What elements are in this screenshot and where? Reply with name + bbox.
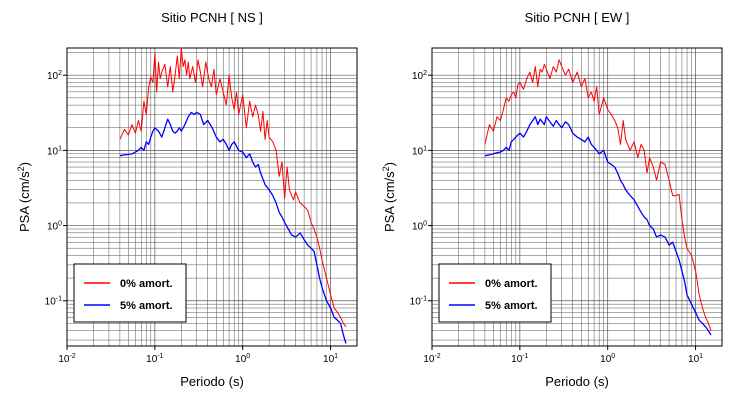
y-tick-base: 10 <box>45 297 57 308</box>
x-axis-label: Periodo (s) <box>180 374 244 389</box>
legend-entry: 5% amort. <box>485 300 538 312</box>
y-tick-base: 10 <box>47 71 59 82</box>
legend-entry: 0% amort. <box>485 278 538 290</box>
y-axis-label-tail: ) <box>382 162 397 166</box>
y-tick-exponent: 1 <box>58 145 62 152</box>
y-axis-label-superscript: 2 <box>16 166 26 171</box>
x-tick-label: 101 <box>323 353 338 365</box>
legend: 0% amort. 5% amort. <box>438 263 552 323</box>
x-tick-base: 10 <box>323 354 335 365</box>
y-tick-label: 10-1 <box>45 296 62 308</box>
y-tick-label: 100 <box>47 221 62 233</box>
x-tick-exponent: -2 <box>69 353 75 360</box>
plot-frame <box>431 47 723 347</box>
y-axis-label: PSA (cm/s2) <box>381 162 397 232</box>
x-tick-label: 10-1 <box>146 353 163 365</box>
x-tick-exponent: -1 <box>157 353 163 360</box>
x-tick-base: 10 <box>423 354 435 365</box>
x-tick-label: 100 <box>600 353 615 365</box>
y-tick-label: 10-1 <box>410 296 427 308</box>
y-axis-label-tail: ) <box>17 162 32 166</box>
series-line-zero-damping <box>119 47 347 328</box>
legend-entry: 5% amort. <box>120 300 173 312</box>
y-tick-base: 10 <box>47 222 59 233</box>
series-line-five-damping <box>484 116 712 336</box>
grid <box>67 48 357 346</box>
x-tick-exponent: 0 <box>246 353 250 360</box>
legend: 0% amort. 5% amort. <box>73 263 187 323</box>
y-tick-exponent: 2 <box>423 70 427 77</box>
x-tick-exponent: -2 <box>434 353 440 360</box>
y-tick-label: 101 <box>47 145 62 157</box>
y-axis-label-superscript: 2 <box>381 166 391 171</box>
y-axis-label-main: PSA (cm/s <box>382 171 397 232</box>
x-axis-label: Periodo (s) <box>545 374 609 389</box>
series-line-zero-damping <box>484 59 712 331</box>
series-line-five-damping <box>119 111 347 344</box>
chart-title: Sitio PCNH [ NS ] <box>161 10 263 25</box>
plot-frame <box>66 47 358 347</box>
x-tick-label: 100 <box>235 353 250 365</box>
y-tick-exponent: -1 <box>421 296 427 303</box>
y-axis-label: PSA (cm/s2) <box>16 162 32 232</box>
y-tick-label: 102 <box>412 70 427 82</box>
y-tick-exponent: 0 <box>58 221 62 228</box>
y-tick-base: 10 <box>410 297 422 308</box>
x-tick-label: 10-1 <box>511 353 528 365</box>
x-tick-exponent: 1 <box>334 353 338 360</box>
y-tick-base: 10 <box>412 222 424 233</box>
y-tick-exponent: -1 <box>56 296 62 303</box>
x-tick-exponent: -1 <box>522 353 528 360</box>
legend-entry: 0% amort. <box>120 278 173 290</box>
x-tick-exponent: 0 <box>611 353 615 360</box>
y-tick-exponent: 2 <box>58 70 62 77</box>
x-tick-exponent: 1 <box>699 353 703 360</box>
x-tick-label: 101 <box>688 353 703 365</box>
legend-box <box>438 263 552 323</box>
x-tick-base: 10 <box>688 354 700 365</box>
x-tick-label: 10-2 <box>58 353 75 365</box>
y-tick-label: 100 <box>412 221 427 233</box>
x-tick-base: 10 <box>511 354 523 365</box>
x-tick-base: 10 <box>146 354 158 365</box>
y-tick-exponent: 1 <box>423 145 427 152</box>
chart-title: Sitio PCNH [ EW ] <box>525 10 630 25</box>
x-tick-label: 10-2 <box>423 353 440 365</box>
y-tick-exponent: 0 <box>423 221 427 228</box>
y-axis-label-main: PSA (cm/s <box>17 171 32 232</box>
y-tick-label: 101 <box>412 145 427 157</box>
y-tick-label: 102 <box>47 70 62 82</box>
y-tick-base: 10 <box>47 146 59 157</box>
legend-box <box>73 263 187 323</box>
y-tick-base: 10 <box>412 146 424 157</box>
y-tick-base: 10 <box>412 71 424 82</box>
x-tick-base: 10 <box>600 354 612 365</box>
x-tick-base: 10 <box>58 354 70 365</box>
x-tick-base: 10 <box>235 354 247 365</box>
